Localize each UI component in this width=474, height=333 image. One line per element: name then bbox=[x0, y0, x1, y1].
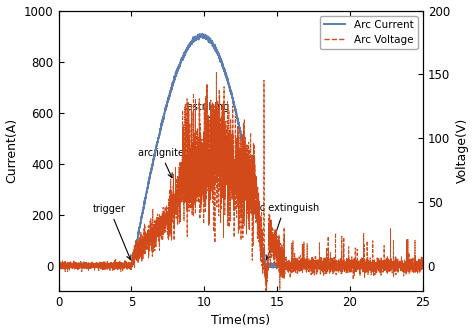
Y-axis label: Voltage(V): Voltage(V) bbox=[456, 118, 468, 183]
Text: trigger: trigger bbox=[93, 204, 131, 260]
Text: arc ignite: arc ignite bbox=[137, 148, 183, 178]
Text: arc extinguish: arc extinguish bbox=[250, 203, 319, 260]
X-axis label: Time(ms): Time(ms) bbox=[211, 314, 270, 327]
Text: restriking: restriking bbox=[183, 102, 229, 119]
Y-axis label: Current(A): Current(A) bbox=[6, 118, 18, 183]
Legend: Arc Current, Arc Voltage: Arc Current, Arc Voltage bbox=[320, 16, 418, 49]
